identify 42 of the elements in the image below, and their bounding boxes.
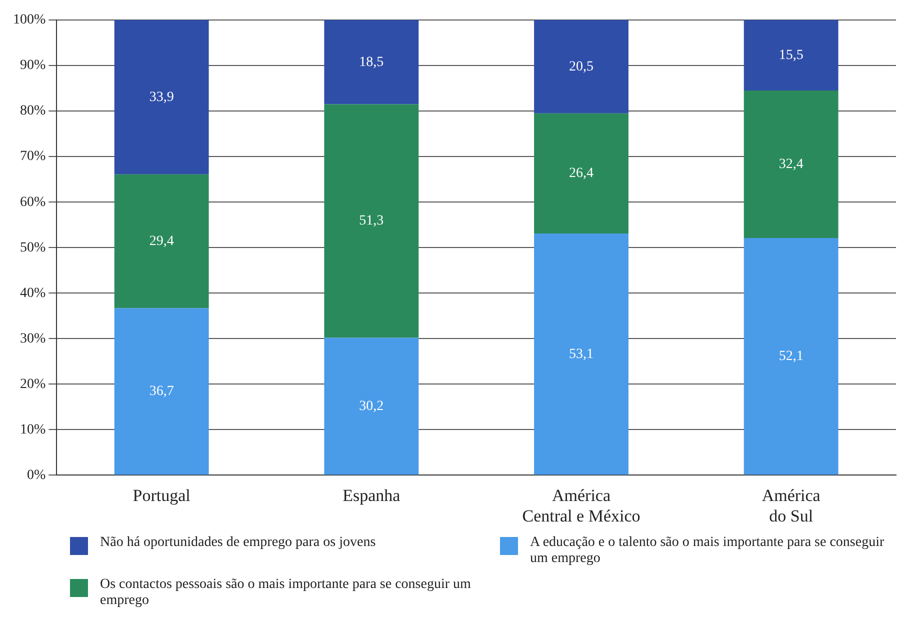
y-tick-label: 0% — [26, 468, 46, 483]
data-label: 30,2 — [359, 398, 384, 414]
bar — [324, 338, 419, 475]
bar — [324, 20, 419, 104]
bar — [744, 238, 838, 475]
x-tick-label: América do Sul — [762, 486, 821, 526]
bar — [744, 90, 838, 238]
y-tick-label: 10% — [20, 422, 46, 438]
y-tick-label: 20% — [20, 376, 46, 392]
y-tick-label: 90% — [20, 58, 46, 74]
bar — [324, 104, 419, 338]
bar — [114, 308, 209, 475]
data-label: 26,4 — [569, 166, 594, 182]
bar — [534, 20, 628, 114]
x-tick-label: Portugal — [132, 486, 191, 505]
y-tick-label: 80% — [20, 104, 46, 119]
bar — [744, 20, 838, 91]
y-tick-label: 70% — [20, 149, 46, 164]
bar — [534, 113, 628, 234]
bar — [114, 174, 209, 308]
x-tick-label: América Central e México — [522, 486, 640, 526]
data-label: 29,4 — [149, 234, 174, 249]
y-tick-label: 30% — [20, 331, 46, 346]
data-label: 33,9 — [149, 90, 174, 105]
y-tick-label: 100% — [12, 12, 46, 28]
data-label: 51,3 — [359, 214, 384, 229]
data-label: 32,4 — [778, 156, 804, 172]
data-label: 20,5 — [569, 59, 594, 74]
data-label: 36,7 — [149, 384, 174, 400]
y-tick-label: 60% — [20, 194, 46, 210]
legend-label: A educação e o talento são o mais importante para se conseguir um emprego — [530, 535, 886, 567]
data-label: 53,1 — [569, 346, 594, 362]
legend-label: Os contactos pessoais são o mais importante para se conseguir um emprego — [100, 577, 472, 609]
y-tick-label: 50% — [20, 240, 46, 256]
data-label: 52,1 — [778, 349, 804, 364]
bar — [534, 233, 628, 475]
data-label: 18,5 — [359, 54, 384, 70]
x-tick-label: Espanha — [342, 486, 401, 505]
y-tick-label: 40% — [20, 286, 46, 301]
legend-label: Não há oportunidades de emprego para os jovens — [100, 535, 376, 551]
bar — [114, 20, 209, 174]
data-label: 15,5 — [778, 48, 804, 63]
